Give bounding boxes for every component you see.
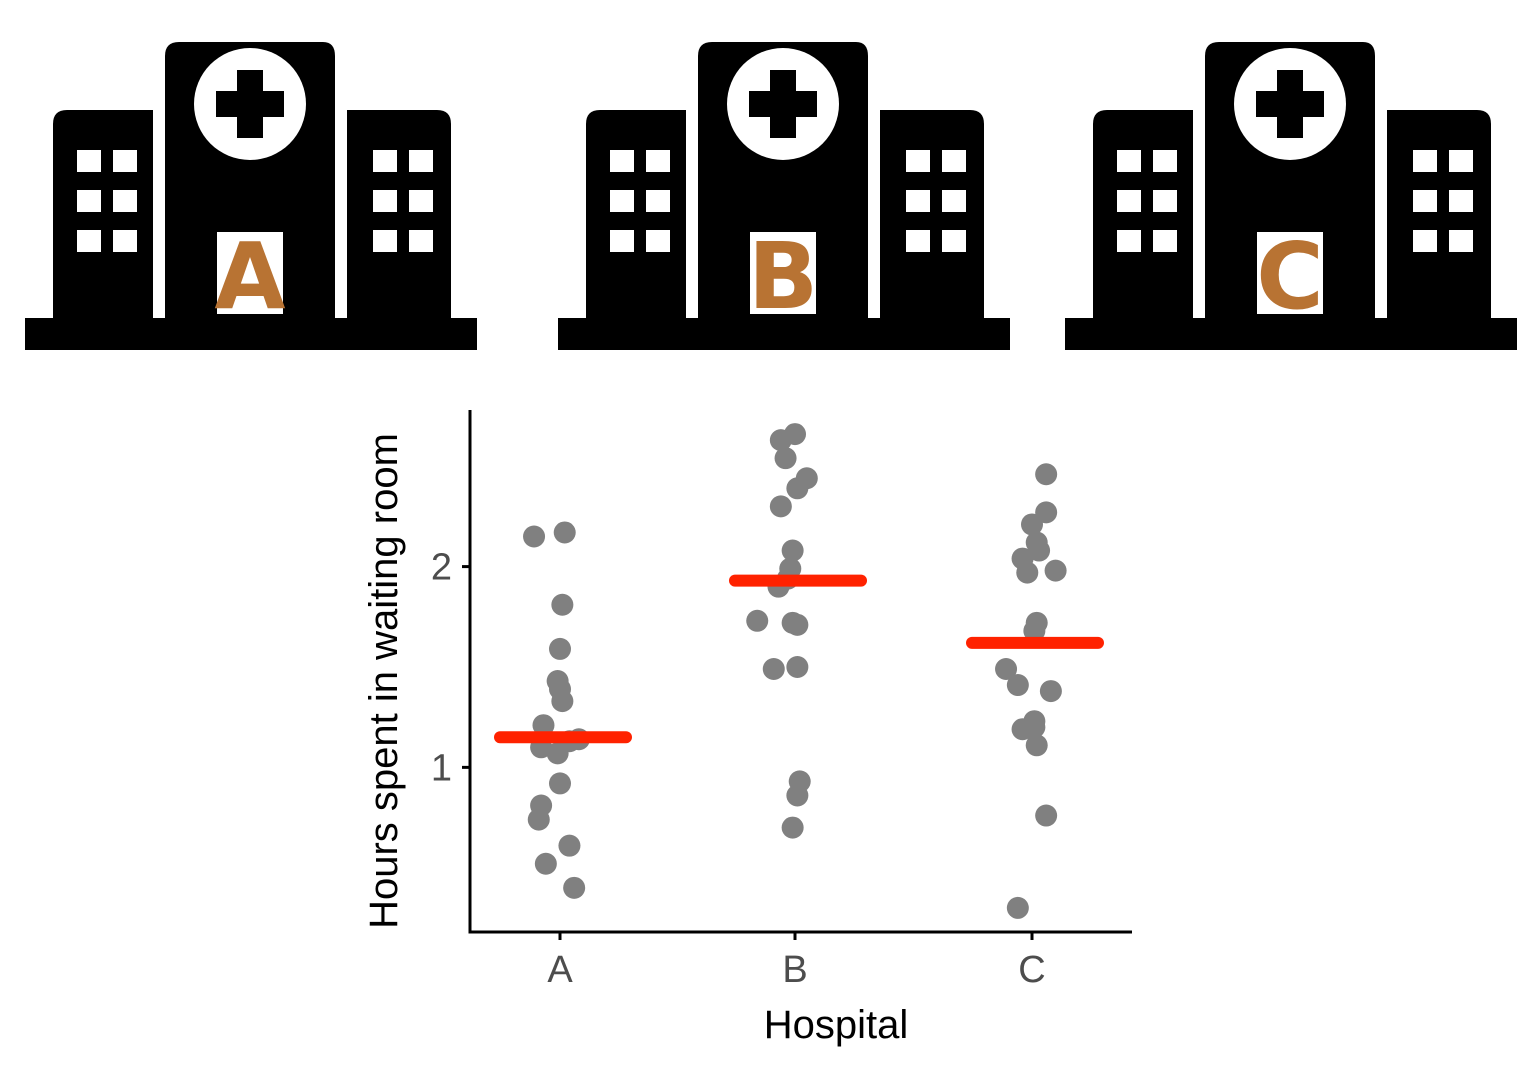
medical-cross-icon [1234, 48, 1346, 160]
x-axis-ticks: A B C [547, 932, 1046, 991]
data-point [786, 784, 809, 807]
data-point [549, 772, 571, 795]
data-point [1035, 463, 1058, 486]
data-point [1035, 804, 1058, 827]
data-point [781, 539, 804, 562]
data-point [551, 593, 574, 616]
data-point [784, 423, 806, 446]
data-point [549, 637, 571, 660]
building-letter: B [748, 223, 818, 330]
data-point [786, 655, 809, 678]
data-point [746, 609, 769, 632]
data-point [551, 690, 574, 713]
y-tick-label: 1 [431, 747, 452, 789]
data-point [532, 714, 555, 737]
medical-cross-icon [727, 48, 839, 160]
data-point [546, 742, 569, 765]
hospital-building-icon: C [1065, 42, 1517, 350]
y-tick-label: 2 [431, 547, 452, 589]
data-point [774, 447, 797, 470]
data-point [1021, 513, 1043, 536]
door-panel [750, 232, 816, 314]
mean-lines [494, 574, 1104, 744]
building-letter: C [1256, 223, 1324, 330]
data-point [1028, 539, 1051, 562]
x-tick-label: B [782, 949, 807, 991]
data-point [1006, 896, 1029, 919]
medical-cross-icon [194, 48, 306, 160]
hospital-building-icon: A [25, 42, 477, 350]
x-axis-label: Hospital [764, 1003, 909, 1047]
data-point [563, 876, 586, 899]
data-point [1025, 734, 1048, 757]
x-tick-label: A [547, 949, 573, 991]
data-point [553, 521, 576, 544]
data-point [527, 808, 550, 831]
building-letter: A [214, 223, 285, 330]
window-grid [1117, 150, 1473, 252]
data-point [786, 613, 809, 636]
window-grid [77, 150, 433, 252]
data-point [1016, 561, 1039, 584]
data-points [523, 423, 1067, 919]
data-point [786, 477, 809, 500]
data-point [558, 834, 581, 857]
door-panel [217, 232, 283, 314]
data-point [769, 495, 792, 518]
x-tick-label: C [1018, 949, 1045, 991]
y-axis-label: Hours spent in waiting room [362, 433, 406, 929]
y-axis-ticks: 12 [431, 547, 470, 789]
door-panel [1257, 232, 1323, 314]
data-point [534, 852, 557, 875]
data-point [523, 525, 546, 548]
data-point [781, 816, 804, 839]
data-point [1006, 674, 1029, 697]
data-point [995, 657, 1018, 680]
window-grid [610, 150, 966, 252]
hospital-building-icon: B [558, 42, 1010, 350]
data-point [1039, 680, 1062, 703]
data-point [1023, 716, 1046, 739]
data-point [762, 657, 785, 680]
hospital-buildings-row: A B C [25, 42, 1517, 350]
data-point [1023, 619, 1046, 642]
data-point [1044, 559, 1067, 582]
